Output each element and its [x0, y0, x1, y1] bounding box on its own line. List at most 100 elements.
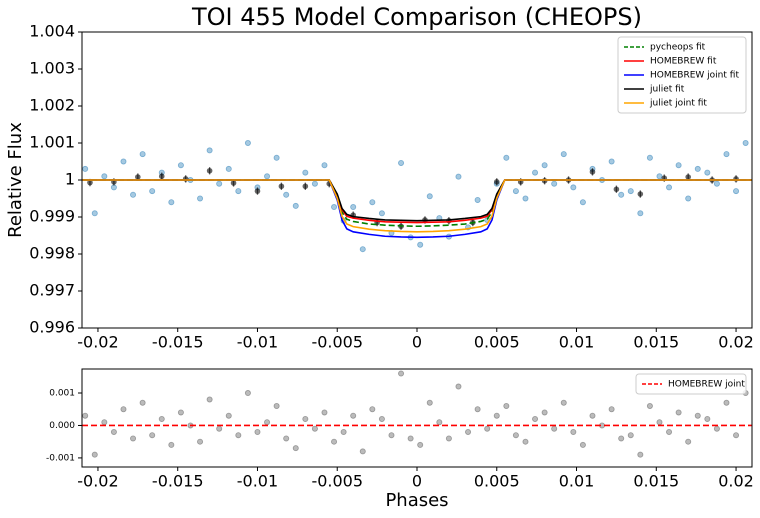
data-point: [618, 191, 625, 198]
x-tick-label: -0.005: [311, 333, 363, 352]
x-tick-label: 0: [412, 333, 422, 352]
binned-point: [637, 191, 644, 197]
data-point: [302, 415, 309, 422]
data-point: [321, 162, 328, 169]
data-point: [216, 425, 223, 432]
data-point: [206, 147, 213, 154]
data-point: [646, 154, 653, 161]
model-line: [82, 179, 752, 239]
x-tick-label: -0.02: [77, 333, 118, 352]
data-point: [618, 435, 625, 442]
data-point: [474, 196, 481, 203]
y-tick-label: 0.998: [29, 244, 75, 263]
data-point: [398, 159, 405, 166]
data-point: [101, 419, 108, 426]
x-tick-label: -0.015: [152, 472, 204, 491]
data-point: [197, 195, 204, 202]
data-point: [417, 241, 424, 248]
binned-point: [254, 188, 261, 194]
data-point: [407, 435, 414, 442]
data-point: [91, 210, 98, 217]
data-point: [551, 180, 558, 187]
x-tick-label: 0.01: [559, 472, 595, 491]
binned-point: [230, 180, 237, 186]
data-point: [311, 425, 318, 432]
data-point: [733, 188, 740, 195]
data-point: [235, 432, 242, 439]
data-point: [685, 195, 692, 202]
data-point: [436, 419, 443, 426]
data-point: [455, 173, 462, 180]
y-tick-label: 0.997: [29, 281, 75, 300]
data-point: [321, 409, 328, 416]
x-tick-label: -0.005: [311, 472, 363, 491]
x-tick-label: -0.01: [237, 472, 278, 491]
y-axis-label: Relative Flux: [5, 122, 26, 238]
data-point: [331, 438, 338, 445]
data-point: [359, 448, 366, 455]
data-point: [551, 425, 558, 432]
binned-point: [87, 179, 93, 186]
data-point: [120, 158, 127, 165]
data-point: [560, 399, 567, 406]
data-point: [713, 425, 720, 432]
y-tick-label: 0.000: [49, 421, 75, 431]
x-tick-label: 0.005: [474, 333, 520, 352]
data-point: [130, 435, 137, 442]
data-point: [311, 180, 318, 187]
data-point: [244, 139, 251, 146]
y-tick-label: 0.996: [29, 318, 75, 337]
data-point: [512, 432, 519, 439]
y-tick-label: -0.001: [46, 453, 75, 463]
data-point: [666, 428, 673, 435]
legend-box: [617, 36, 747, 114]
data-point: [110, 184, 117, 191]
data-point: [503, 402, 510, 409]
data-point: [637, 210, 644, 217]
x-tick-label: 0.015: [633, 333, 679, 352]
binned-point: [685, 174, 691, 180]
data-point: [445, 435, 452, 442]
legend-label: juliet joint fit: [649, 99, 707, 109]
data-point: [685, 438, 692, 445]
legend-label: pycheops fit: [650, 43, 706, 53]
data-point: [130, 191, 137, 198]
data-point: [302, 169, 309, 176]
data-point: [742, 139, 749, 146]
data-point: [225, 412, 232, 419]
data-point: [378, 210, 385, 217]
data-point: [244, 390, 251, 397]
model-line: [82, 179, 752, 228]
model-line: [82, 179, 752, 233]
data-point: [579, 441, 586, 448]
data-point: [350, 204, 357, 211]
x-tick-label: 0: [412, 472, 422, 491]
data-point: [541, 409, 548, 416]
x-tick-label: 0.02: [718, 472, 754, 491]
data-point: [350, 412, 357, 419]
binned-point: [493, 179, 500, 185]
data-point: [541, 162, 548, 169]
data-point: [713, 180, 720, 187]
legend-label: HOMEBREW fit: [650, 57, 717, 67]
legend-label: juliet fit: [649, 85, 685, 95]
y-tick-label: 1.002: [29, 96, 75, 115]
data-point: [522, 195, 529, 202]
data-point: [398, 370, 405, 377]
binned-point: [733, 176, 739, 182]
data-point: [694, 165, 701, 172]
data-point: [292, 202, 299, 209]
data-point: [570, 184, 577, 191]
x-tick-label: 0.02: [718, 333, 754, 352]
x-tick-label: -0.015: [152, 333, 204, 352]
data-point: [177, 162, 184, 169]
data-point: [637, 451, 644, 458]
data-point: [417, 441, 424, 448]
data-point: [666, 184, 673, 191]
axes-frame: [81, 31, 753, 329]
binned-point: [589, 169, 596, 175]
data-point: [331, 204, 338, 211]
data-point: [120, 406, 127, 413]
data-point: [197, 438, 204, 445]
